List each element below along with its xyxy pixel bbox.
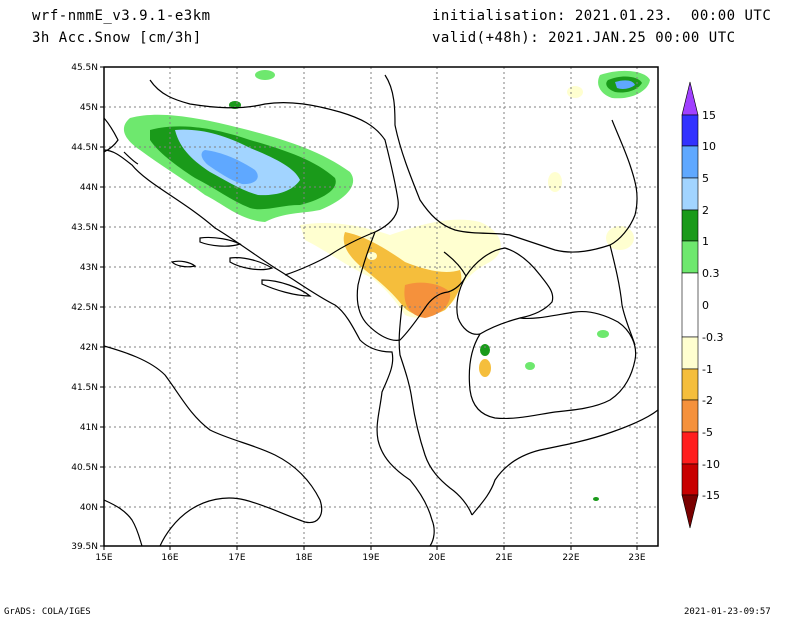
melt-spot-1 bbox=[367, 252, 377, 260]
lat-label: 44.5N bbox=[71, 143, 98, 153]
gridlines bbox=[104, 67, 658, 546]
colorbar-swatch bbox=[681, 272, 699, 338]
colorbar-swatch bbox=[681, 209, 699, 242]
colorbar-swatch bbox=[681, 431, 699, 465]
colorbar-swatch bbox=[681, 368, 699, 401]
snow-spot-1 bbox=[255, 70, 275, 80]
albania-border bbox=[398, 304, 473, 516]
lat-label: 45.5N bbox=[71, 63, 98, 73]
lat-label: 44N bbox=[80, 183, 98, 193]
colorbar-label: -15 bbox=[702, 489, 720, 502]
island-1 bbox=[199, 236, 242, 247]
colorbar-label: 2 bbox=[702, 204, 709, 217]
lat-label: 41.5N bbox=[71, 383, 98, 393]
timestamp: 2021-01-23-09:57 bbox=[684, 607, 771, 617]
colorbar-swatch bbox=[681, 145, 699, 179]
lat-label: 41N bbox=[80, 423, 98, 433]
snow-spot-3 bbox=[597, 330, 609, 338]
island-5 bbox=[123, 151, 139, 165]
lat-label: 39.5N bbox=[71, 542, 98, 552]
kosovo-border bbox=[456, 247, 554, 335]
island-4 bbox=[170, 260, 197, 268]
colorbar-label: -5 bbox=[702, 426, 713, 439]
colorbar-swatch bbox=[681, 463, 699, 496]
lon-label: 22E bbox=[562, 553, 579, 563]
snow-shading bbox=[123, 70, 650, 501]
istria-coast bbox=[104, 117, 119, 153]
colorbar-label: -1 bbox=[702, 363, 713, 376]
lat-label: 40N bbox=[80, 503, 98, 513]
lat-label: 40.5N bbox=[71, 463, 98, 473]
lon-label: 23E bbox=[628, 553, 645, 563]
colorbar-label: -10 bbox=[702, 458, 720, 471]
snow-heavy-core bbox=[201, 150, 258, 185]
macedonia-border bbox=[468, 310, 637, 420]
lon-label: 15E bbox=[95, 553, 112, 563]
lon-label: 21E bbox=[495, 553, 512, 563]
italy-heel bbox=[104, 499, 143, 546]
colorbar-swatch bbox=[681, 114, 699, 147]
bulgaria-border bbox=[609, 244, 636, 346]
colorbar-label: 0.3 bbox=[702, 267, 720, 280]
lat-label: 43.5N bbox=[71, 223, 98, 233]
lat-labels: 45.5N 45N 44.5N 44N 43.5N 43N 42.5N 42N … bbox=[71, 63, 98, 552]
lat-label: 43N bbox=[80, 263, 98, 273]
lat-label: 45N bbox=[80, 103, 98, 113]
colorbar-label: -2 bbox=[702, 394, 713, 407]
serbia-north-border bbox=[384, 74, 638, 253]
colorbar-swatch bbox=[681, 336, 699, 370]
colorbar-swatch bbox=[681, 240, 699, 274]
lon-label: 16E bbox=[161, 553, 178, 563]
melt-spot-5 bbox=[479, 359, 491, 377]
lat-label: 42.5N bbox=[71, 303, 98, 313]
init-time: initialisation: 2021.01.23. 00:00 UTC bbox=[432, 8, 772, 24]
greece-border bbox=[471, 409, 658, 516]
lon-label: 20E bbox=[428, 553, 445, 563]
melt-spot-3 bbox=[567, 86, 583, 98]
melt-spot-2 bbox=[548, 172, 562, 192]
colorbar-label: 0 bbox=[702, 299, 709, 312]
snow-ne-center bbox=[615, 80, 635, 89]
snow-spot-5 bbox=[480, 344, 490, 356]
croatia-bosnia-border bbox=[149, 79, 399, 276]
lon-label: 17E bbox=[228, 553, 245, 563]
model-title: wrf-nmmE_v3.9.1-e3km bbox=[32, 8, 211, 24]
field-title: 3h Acc.Snow [cm/3h] bbox=[32, 30, 202, 46]
software-credit: GrADS: COLA/IGES bbox=[4, 607, 91, 617]
colorbar-swatch bbox=[681, 399, 699, 433]
colorbar-bottom-arrow bbox=[681, 494, 699, 529]
colorbar-label: 15 bbox=[702, 109, 716, 122]
island-3 bbox=[261, 279, 312, 297]
colorbar-label: 10 bbox=[702, 140, 716, 153]
lon-labels: 15E 16E 17E 18E 19E 20E 21E 22E 23E bbox=[95, 553, 645, 563]
colorbar-label: 5 bbox=[702, 172, 709, 185]
boundaries bbox=[104, 74, 658, 546]
lon-label: 19E bbox=[362, 553, 379, 563]
valid-time: valid(+48h): 2021.JAN.25 00:00 UTC bbox=[432, 30, 736, 46]
snow-spot-6 bbox=[593, 497, 599, 501]
lon-label: 18E bbox=[295, 553, 312, 563]
lat-label: 42N bbox=[80, 343, 98, 353]
colorbar-swatch bbox=[681, 177, 699, 211]
tick-marks bbox=[100, 66, 638, 550]
colorbar bbox=[681, 81, 699, 529]
colorbar-label: 1 bbox=[702, 235, 709, 248]
colorbar-labels: 15 10 5 2 1 0.3 0 -0.3 -1 -2 -5 -10 -15 bbox=[702, 109, 723, 502]
italy-coastline bbox=[104, 345, 323, 546]
melt-moderate-area bbox=[404, 282, 451, 318]
snow-spot-4 bbox=[525, 362, 535, 370]
island-2 bbox=[229, 257, 274, 271]
colorbar-top-arrow bbox=[681, 81, 699, 116]
adriatic-coastline bbox=[104, 149, 435, 546]
colorbar-label: -0.3 bbox=[702, 331, 723, 344]
